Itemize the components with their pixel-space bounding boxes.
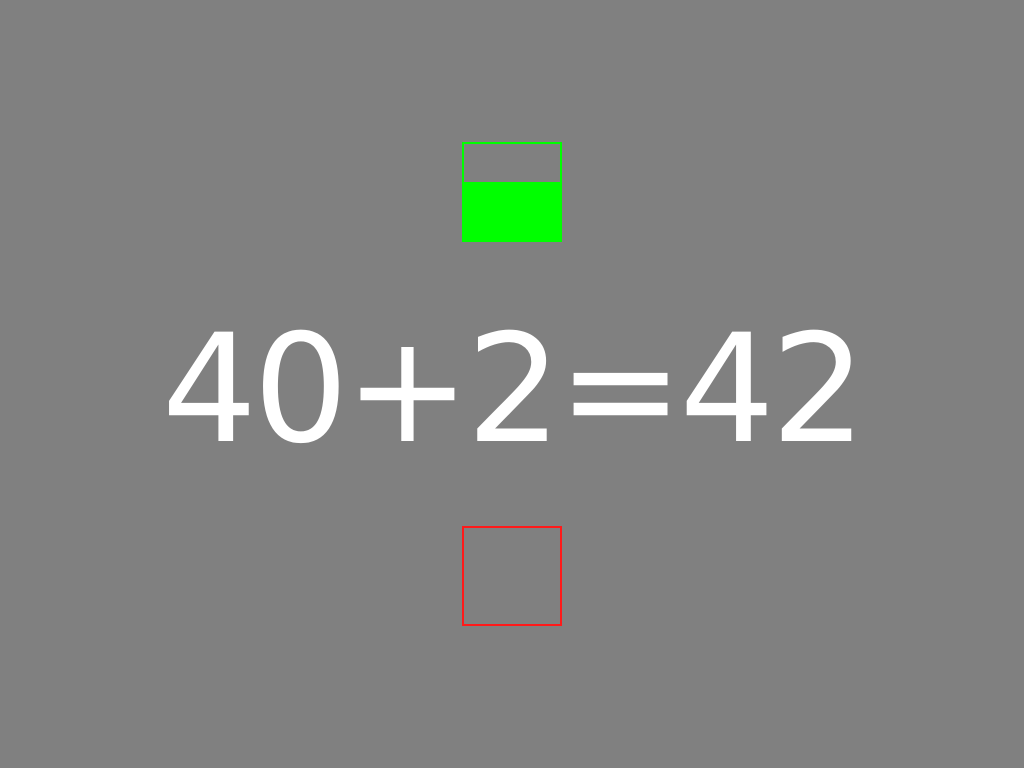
- correct-meter-fill: [464, 182, 560, 240]
- correct-answer-meter[interactable]: [462, 142, 562, 242]
- equation-text: 40+2=42: [161, 303, 867, 477]
- wrong-answer-meter[interactable]: [462, 526, 562, 626]
